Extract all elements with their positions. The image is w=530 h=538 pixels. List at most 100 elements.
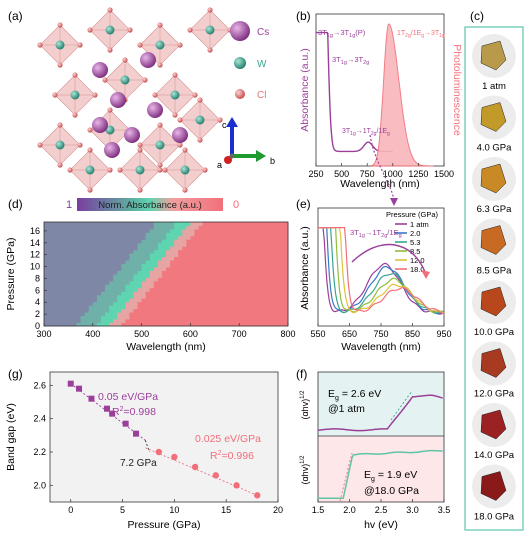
panel-e-ylabel: Absorbance (a.u.)	[299, 226, 311, 309]
colorbar-max: 1	[66, 199, 72, 211]
panel-e-legend-title: Pressure (GPa)	[386, 210, 439, 219]
y-tick-label: 10	[30, 262, 40, 272]
cs-atom	[124, 127, 140, 143]
absorbance-series	[318, 227, 445, 314]
axis-a-label: a	[217, 160, 222, 170]
panel-label-b: (b)	[296, 9, 311, 23]
crystal-photo	[480, 409, 507, 440]
w-atom	[195, 115, 205, 125]
cs-atom	[110, 92, 126, 108]
annotation-t1g-t2g-eg: 3T1g→1T2g/1Eg	[342, 128, 390, 137]
panel-d-heatmap: (d) 1 Norm. Absorbance (a.u.) 0 300 400 50…	[5, 197, 296, 353]
x-tick-label: 750	[360, 169, 375, 179]
bandgap-point-low	[109, 410, 116, 417]
r2-low: R2=0.998	[112, 406, 156, 418]
w-atom	[105, 25, 115, 35]
w-atom	[70, 90, 80, 100]
legend-w-label: W	[257, 59, 267, 70]
w-atom	[170, 90, 180, 100]
panel-label-g: (g)	[8, 367, 23, 381]
octahedron	[37, 122, 83, 168]
x-tick-label: 2.0	[343, 505, 356, 515]
photo-item: 12.0 GPa	[472, 341, 516, 400]
x-tick-label: 3.5	[438, 505, 451, 515]
w-atom	[85, 165, 95, 175]
transition-label: 7.2 GPa	[120, 458, 157, 469]
photo-item: 6.3 GPa	[472, 157, 516, 215]
pressure-label: 6.3 GPa	[477, 204, 513, 215]
slope-high: 0.025 eV/GPa	[195, 433, 261, 445]
panel-b-ylabel-left: Absorbance (a.u.)	[299, 48, 311, 131]
bandgap-point-low	[133, 430, 140, 437]
x-tick-label: 550	[310, 329, 325, 339]
panel-g-ticks: 0 5 10 15 20 2.0 2.2 2.4 2.6	[33, 380, 283, 515]
panel-a-crystal-structure: (a) Cs W Cl c b a	[8, 7, 275, 193]
pressure-label: 8.5 GPa	[477, 266, 513, 277]
bandgap-point-low	[104, 405, 110, 412]
w-atom	[155, 40, 165, 50]
tauc-fit-18gpa	[339, 452, 353, 502]
bandgap-point-high	[155, 448, 163, 456]
panel-f-ylabel-top: (αhv)1/2	[300, 390, 310, 420]
y-tick-label: 2.2	[33, 447, 46, 457]
panel-d-xlabel: Wavelength (nm)	[126, 341, 206, 353]
bandgap-point-low	[122, 420, 129, 427]
panel-f-bottom-bg	[318, 436, 444, 502]
crystal-photo	[480, 348, 507, 378]
x-tick-label: 3.0	[406, 505, 419, 515]
panel-e-xlabel: Wavelength (nm)	[341, 341, 421, 353]
w-atom	[135, 165, 145, 175]
x-tick-label: 300	[36, 329, 51, 339]
absorbance-series	[318, 227, 444, 314]
x-tick-label: 0	[68, 505, 73, 515]
cs-atom	[172, 127, 188, 143]
panel-b-xlabel: Wavelength (nm)	[340, 178, 420, 190]
eg-1atm: Eg = 2.6 eV	[328, 388, 381, 402]
photo-item: 8.5 GPa	[472, 218, 516, 277]
cs-atom	[104, 142, 120, 158]
panel-f-tauc-plots: (f) Eg = 2.6 eV @1 atm Eg = 1.9 eV @18.0…	[296, 367, 450, 531]
crystal-photo	[480, 286, 507, 317]
tauc-curve-18gpa	[318, 449, 443, 500]
annotation-t1g-t1gp: 3T1g→3T1g(P)	[318, 28, 366, 39]
slope-low: 0.05 eV/GPa	[98, 391, 158, 403]
y-tick-label: 0	[35, 321, 40, 331]
legend-label: 5.3	[410, 238, 420, 247]
annotation-emission: 1T2g/1Eg→3T1g	[397, 30, 445, 39]
x-tick-label: 250	[308, 169, 323, 179]
absorbance-series	[318, 227, 445, 314]
panel-b-x-ticks: 250 500 750 1000 1250 1500	[308, 163, 454, 179]
x-tick-label: 5	[120, 505, 125, 515]
x-tick-label: 1500	[434, 169, 454, 179]
cs-atom-icon	[230, 21, 250, 41]
octahedron	[137, 122, 183, 168]
y-tick-label: 2.6	[33, 380, 46, 390]
tauc-fit-1atm	[390, 390, 413, 421]
octahedron	[117, 147, 163, 193]
crystal-photo	[480, 225, 507, 255]
pressure-label: 1 atm	[482, 81, 506, 92]
crystal-structure-illustration	[37, 7, 233, 193]
bandgap-point-high	[191, 463, 199, 471]
panel-f-xlabel: hv (eV)	[364, 519, 398, 531]
panel-label-d: (d)	[8, 197, 23, 211]
x-tick-label: 2.5	[375, 505, 388, 515]
y-tick-label: 6	[35, 285, 40, 295]
x-tick-label: 1.5	[312, 505, 325, 515]
bandgap-point-high	[212, 472, 220, 479]
bandgap-point-high	[233, 482, 240, 489]
legend-cl-label: Cl	[257, 90, 266, 101]
x-tick-label: 10	[169, 505, 179, 515]
octahedron	[87, 7, 133, 53]
tauc-curve-1atm	[317, 394, 443, 432]
octahedron	[152, 72, 198, 118]
crystal-photo	[480, 102, 507, 132]
x-tick-label: 1250	[408, 169, 428, 179]
x-tick-label: 950	[436, 329, 451, 339]
panel-d-ylabel: Pressure (GPa)	[5, 238, 17, 311]
x-tick-label: 20	[273, 505, 283, 515]
w-atom-icon	[234, 57, 246, 69]
bandgap-points	[67, 380, 261, 499]
